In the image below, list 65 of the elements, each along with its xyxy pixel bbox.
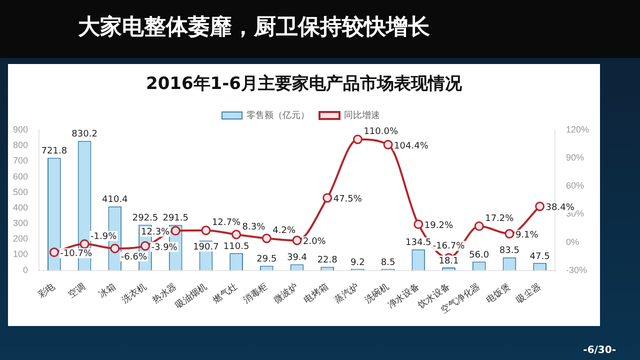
- y-tick-label: 900: [12, 124, 28, 134]
- data-label: 17.2%: [485, 214, 514, 224]
- y-tick-label: 0: [23, 264, 28, 275]
- legend-label: 同比增速: [344, 110, 380, 120]
- x-tick-label: 洗衣机: [120, 281, 148, 305]
- data-label: 2.0%: [303, 237, 326, 248]
- data-label: 39.4: [286, 253, 308, 264]
- text: -6/30-: [583, 345, 616, 356]
- data-label: 56.0: [469, 250, 490, 260]
- data-label: 47.5%: [333, 194, 362, 205]
- y-tick-label: 800: [12, 140, 28, 150]
- data-label: -1.9%: [90, 232, 118, 242]
- x-tick-label: 冰箱: [96, 281, 118, 300]
- y-tick-label: 600: [12, 171, 28, 182]
- x-tick-label: 微波炉: [272, 281, 300, 305]
- y2-tick-label: 0%: [566, 236, 579, 247]
- data-label: 410.4: [102, 195, 128, 206]
- data-label: -10.7%: [60, 249, 92, 260]
- y2-tick-label: 90%: [566, 152, 584, 163]
- data-label: 830.2: [72, 130, 98, 140]
- data-label: -3.9%: [151, 242, 178, 253]
- x-tick-label: 消毒柜: [241, 281, 270, 305]
- data-label: 83.5: [499, 246, 520, 256]
- x-tick-label: 电烤箱: [302, 281, 330, 305]
- chart-subtitle: 2016年1-6月主要家电产品市场表现情况: [144, 73, 464, 95]
- data-label: 110.0%: [364, 127, 398, 138]
- chart-title: 大家电整体萎靡，厨卫保持较快增长: [78, 14, 430, 42]
- data-label: 22.8: [317, 256, 338, 266]
- y2-tick-label: -30%: [566, 264, 587, 275]
- x-tick-label: 吸尘器: [514, 281, 542, 305]
- x-tick-label: 燃气灶: [211, 281, 239, 305]
- y-tick-label: 100: [12, 249, 28, 260]
- data-label: 291.5: [162, 214, 188, 224]
- x-tick-label: 彩电: [36, 281, 57, 300]
- data-label: 190.7: [193, 242, 219, 252]
- data-label: 9.1%: [515, 230, 539, 241]
- y-tick-label: 400: [12, 202, 28, 212]
- x-tick-label: 电饭煲: [484, 281, 512, 305]
- data-label: 12.3%: [141, 228, 170, 238]
- data-label: 12.7%: [212, 218, 241, 228]
- data-label: 4.2%: [272, 226, 296, 236]
- data-label: 19.2%: [424, 221, 454, 232]
- data-label: 9.2: [350, 258, 365, 268]
- data-label: 104.4%: [394, 141, 429, 152]
- y-tick-label: 700: [12, 156, 28, 166]
- data-label: 292.5: [132, 214, 158, 224]
- legend-label: 零售额（亿元）: [246, 110, 310, 120]
- data-label: 134.5: [406, 238, 432, 248]
- y2-tick-label: 120%: [566, 124, 590, 134]
- data-label: 29.5: [256, 254, 277, 265]
- y-tick-label: 500: [12, 186, 28, 197]
- x-tick-label: 蒸汽炉: [332, 281, 360, 305]
- data-label: -16.7%: [432, 242, 466, 252]
- y2-tick-label: 30%: [566, 208, 584, 219]
- y-tick-label: 300: [12, 218, 28, 228]
- y2-tick-label: 60%: [566, 180, 584, 191]
- data-label: 110.5: [223, 242, 250, 252]
- data-label: 721.8: [41, 146, 68, 157]
- y-tick-label: 200: [12, 234, 28, 244]
- data-label: 47.5: [530, 252, 550, 262]
- data-label: 8.5: [380, 258, 396, 268]
- data-label: 18.1: [438, 256, 459, 266]
- data-label: -6.6%: [120, 252, 148, 262]
- x-tick-label: 空调: [66, 281, 88, 300]
- data-label: 8.3%: [242, 222, 266, 232]
